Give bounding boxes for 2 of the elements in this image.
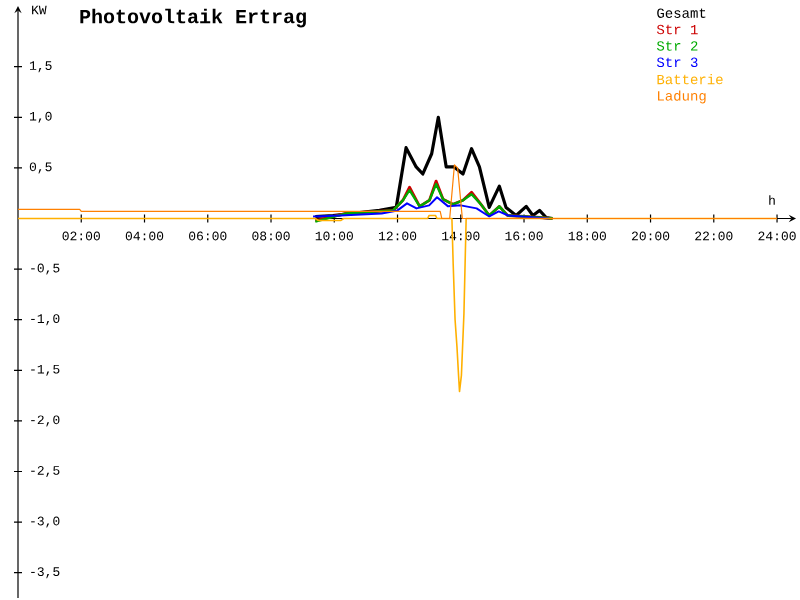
chart-title: Photovoltaik Ertrag — [80, 8, 306, 28]
line-series — [312, 196, 551, 220]
